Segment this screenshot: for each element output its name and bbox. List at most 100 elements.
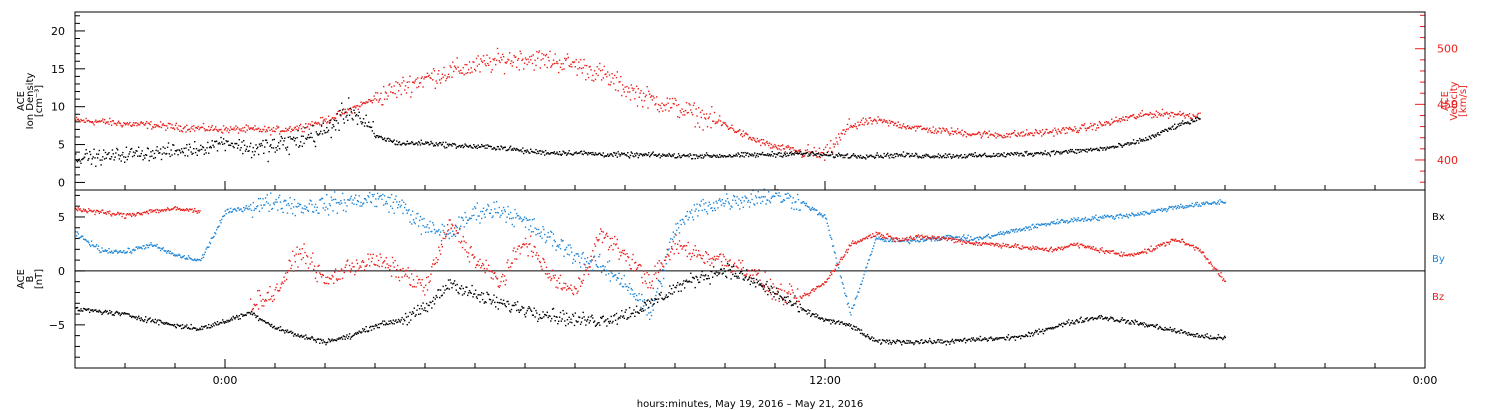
by-point	[186, 257, 188, 259]
velocity-point	[227, 128, 229, 130]
by-point	[212, 236, 214, 239]
velocity-point	[562, 63, 564, 65]
velocity-point	[620, 76, 622, 78]
velocity-point	[243, 126, 246, 129]
bz-point	[321, 273, 324, 276]
by-point	[1064, 221, 1066, 224]
velocity-point	[1183, 115, 1185, 117]
velocity-point	[551, 63, 554, 65]
velocity-point	[870, 119, 872, 122]
velocity-point	[378, 99, 380, 101]
density-point	[509, 145, 512, 147]
density-point	[772, 155, 774, 157]
density-point	[248, 150, 250, 152]
density-point	[922, 156, 925, 159]
density-point	[828, 154, 830, 156]
density-point	[969, 153, 971, 155]
by-point	[196, 258, 198, 260]
bz-point	[91, 211, 93, 213]
density-point	[560, 154, 562, 156]
by-point	[1042, 223, 1045, 225]
density-point	[523, 150, 526, 152]
velocity-point	[829, 147, 831, 149]
density-point	[196, 154, 198, 156]
by-point	[565, 248, 567, 251]
velocity-point	[1122, 116, 1124, 118]
bz-point	[138, 213, 141, 215]
by-point	[258, 210, 261, 212]
density-point	[959, 155, 961, 157]
bz-point	[96, 209, 98, 212]
bz-point	[712, 257, 714, 259]
density-point	[118, 158, 121, 160]
density-point	[162, 146, 164, 148]
density-point	[580, 150, 583, 152]
density-point	[1148, 135, 1150, 138]
density-point	[265, 139, 268, 141]
by-point	[830, 236, 832, 239]
by-point	[804, 204, 807, 207]
bz-point	[392, 262, 394, 264]
bz-point	[180, 208, 183, 211]
density-point	[821, 154, 823, 157]
bz-point	[504, 284, 506, 286]
velocity-point	[89, 121, 91, 123]
bz-point	[426, 289, 429, 291]
density-point	[537, 152, 540, 154]
by-point	[840, 277, 842, 279]
velocity-point	[1157, 111, 1159, 114]
density-point	[404, 143, 406, 145]
density-point	[936, 155, 939, 158]
density-point	[994, 155, 996, 157]
bz-point	[544, 273, 547, 275]
by-point	[402, 212, 404, 215]
density-point	[530, 150, 533, 153]
velocity-point	[625, 95, 627, 98]
bz-point	[315, 271, 317, 274]
velocity-point	[969, 133, 971, 136]
density-point	[684, 155, 687, 157]
bz-point	[622, 252, 625, 255]
velocity-point	[1043, 132, 1045, 135]
density-point	[298, 146, 300, 148]
velocity-point	[875, 120, 877, 122]
bz-point	[497, 285, 499, 287]
bz-point	[726, 265, 728, 267]
by-point	[86, 240, 88, 243]
bz-point	[840, 256, 842, 259]
velocity-point	[234, 129, 236, 131]
bz-point	[688, 253, 690, 255]
bz-point	[359, 265, 361, 267]
density-point	[344, 111, 346, 114]
density-point	[158, 152, 160, 154]
velocity-point	[1090, 125, 1093, 127]
bz-point	[826, 278, 828, 281]
velocity-point	[103, 121, 105, 123]
density-point	[378, 135, 380, 138]
density-point	[747, 155, 750, 158]
velocity-point	[1120, 117, 1122, 120]
by-point	[144, 248, 146, 250]
density-point	[678, 155, 681, 157]
bz-point	[554, 274, 556, 276]
by-point	[802, 201, 804, 203]
velocity-point	[689, 104, 691, 106]
by-point	[231, 210, 233, 213]
velocity-point	[530, 59, 532, 61]
velocity-point	[910, 128, 912, 130]
velocity-point	[516, 59, 519, 61]
density-point	[168, 153, 170, 155]
bz-point	[953, 241, 955, 244]
by-point	[842, 283, 844, 285]
by-point	[1223, 202, 1225, 204]
velocity-point	[929, 127, 931, 130]
by-point	[1041, 223, 1044, 226]
by-point	[753, 203, 755, 205]
velocity-point	[759, 139, 761, 141]
bz-point	[580, 280, 583, 283]
by-point	[689, 210, 691, 213]
velocity-point	[444, 74, 446, 77]
density-point	[524, 149, 527, 152]
by-point	[396, 201, 398, 203]
bz-point	[329, 278, 331, 280]
